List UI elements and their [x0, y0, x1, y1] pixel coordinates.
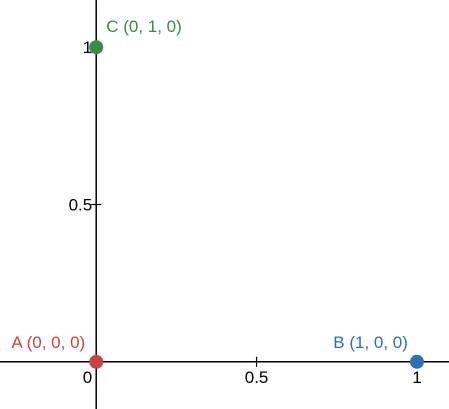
point-c-label: C (0, 1, 0) — [106, 17, 182, 36]
point-b-marker — [409, 354, 424, 369]
point-group: A (0, 0, 0) B (1, 0, 0) C (0, 1, 0) — [12, 17, 424, 369]
x-tick-label: 0.5 — [245, 368, 269, 387]
y-tick-label: 0.5 — [69, 196, 93, 215]
point-a-marker — [89, 354, 104, 369]
point-b-label: B (1, 0, 0) — [333, 333, 408, 352]
x-tick-label: 1 — [412, 368, 421, 387]
point-c-marker — [89, 40, 104, 55]
y-tick-label: 1 — [83, 38, 92, 57]
point-a-label: A (0, 0, 0) — [12, 333, 86, 352]
x-tick-label: 0 — [83, 368, 92, 387]
